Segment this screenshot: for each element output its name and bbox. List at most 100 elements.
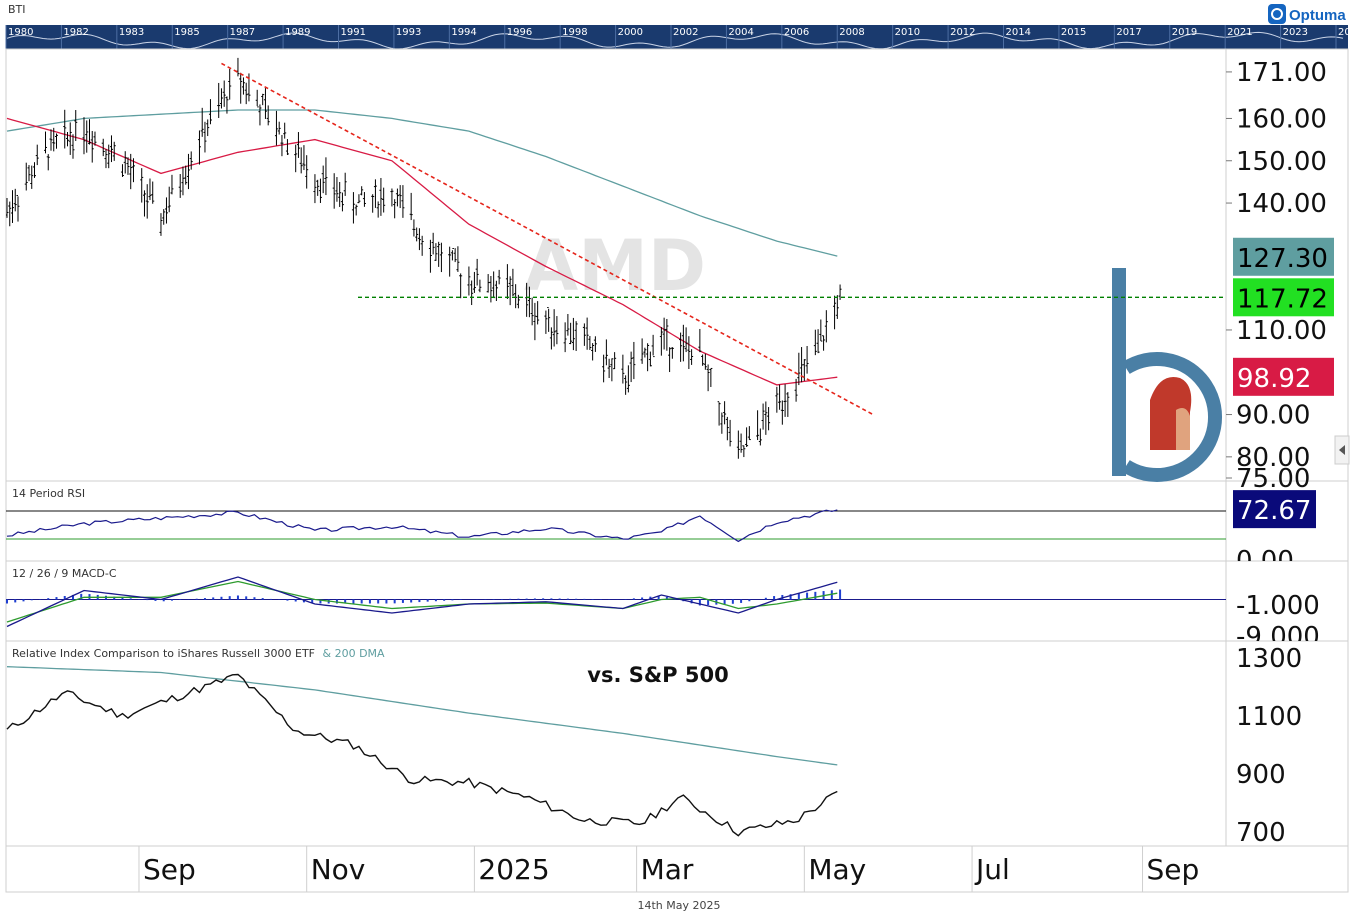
macd-histogram-bar [748, 599, 751, 602]
overview-year-label: 2006 [784, 27, 809, 38]
relative-panel [6, 666, 838, 837]
macd-histogram-bar [179, 599, 182, 600]
overview-year-label: 2012 [950, 27, 975, 38]
rsi-label-box [1233, 490, 1316, 529]
macd-histogram-bar [121, 597, 124, 600]
footer-date: 14th May 2025 [637, 899, 720, 912]
macd-histogram-bar [63, 596, 66, 600]
overview-strip-background [6, 25, 1348, 49]
macd-histogram-bar [410, 599, 413, 603]
macd-histogram-bar [418, 599, 421, 603]
macd-histogram-bar [566, 598, 569, 600]
x-axis-frame [5, 845, 1349, 893]
relative-tick-label: 900 [1236, 760, 1286, 790]
macd-histogram-bar [261, 598, 264, 600]
relative-tick-label: 1100 [1236, 702, 1302, 732]
macd-histogram-bar [352, 599, 355, 604]
scroll-handle[interactable] [1334, 435, 1350, 465]
price-label-value: 98.92 [1237, 364, 1311, 394]
macd-histogram-bar [632, 598, 635, 600]
overview-year-label: 2004 [728, 27, 753, 38]
x-tick-label: May [808, 853, 866, 886]
overview-year-label: 1993 [396, 27, 421, 38]
overview-year-label: 1982 [63, 27, 88, 38]
macd-histogram-bar [113, 596, 116, 600]
macd-histogram-bar [294, 599, 297, 602]
x-tick-label: Mar [641, 853, 694, 886]
x-axis: Sep Nov 2025 Mar May Jul Sep [138, 846, 1200, 892]
overview-year-label: 202 [1338, 27, 1355, 38]
macd-histogram-bar [657, 595, 660, 600]
x-tick-label: Sep [1147, 853, 1200, 886]
macd-histogram-bar [146, 599, 149, 601]
overview-strip-line [6, 31, 1344, 50]
macd-histogram-bar [583, 598, 586, 600]
macd-histogram-bar [665, 596, 668, 600]
x-tick-label: Sep [143, 853, 196, 886]
macd-histogram-bar [80, 593, 83, 600]
logo-stem [1112, 268, 1126, 476]
macd-tick-label: -1.000 [1236, 591, 1320, 621]
macd-histogram-bar [302, 599, 305, 603]
macd-histogram-bar [220, 596, 223, 600]
macd-histogram-bar [509, 598, 512, 600]
relative-ma-line [6, 666, 838, 766]
macd-histogram-bar [550, 598, 553, 600]
macd-histogram-bar [764, 597, 767, 600]
relative-title-main: Relative Index Comparison to iShares Rus… [12, 647, 315, 660]
macd-histogram-bar [731, 599, 734, 604]
ma50-line [6, 117, 838, 386]
macd-histogram-bar [170, 599, 173, 601]
macd-histogram-bar [443, 599, 446, 601]
downtrend-line [221, 62, 874, 416]
macd-histogram-bar [707, 599, 710, 606]
overview-year-label: 2019 [1172, 27, 1197, 38]
macd-histogram-bar [30, 599, 33, 601]
macd-histogram-bar [542, 598, 545, 600]
rsi-tick-label: 0.00 [1236, 546, 1294, 576]
panel-frames [5, 48, 1349, 893]
rsi-label-value: 72.67 [1237, 496, 1311, 526]
macd-histogram-bar [55, 597, 58, 600]
macd-histogram-bar [6, 599, 8, 604]
relative-tick-label: 700 [1236, 818, 1286, 848]
rsi-y-axis: 0.00 72.67 [1233, 490, 1316, 576]
macd-histogram-bar [451, 599, 454, 601]
macd-histogram-bar [269, 598, 272, 600]
overview-year-label: 2002 [673, 27, 698, 38]
macd-histogram-bar [740, 599, 743, 603]
macd-histogram-bar [212, 597, 215, 600]
macd-histogram-bar [525, 598, 528, 600]
logo-bowl-icon [1122, 352, 1223, 482]
rsi-line [6, 509, 838, 543]
price-label-box [1233, 357, 1334, 396]
ma200-line [6, 109, 838, 257]
macd-histogram-bar [245, 596, 248, 600]
macd-panel-frame [5, 560, 1349, 642]
macd-histogram-bar [558, 598, 561, 600]
optuma-logo: Optuma [1268, 4, 1346, 24]
overview-year-label: 2015 [1061, 27, 1086, 38]
chevron-left-icon[interactable] [1339, 445, 1345, 455]
macd-histogram-bar [344, 599, 347, 604]
relative-annotation: vs. S&P 500 [587, 663, 728, 687]
overview-year-label: 2010 [895, 27, 920, 38]
price-y-axis: 171.00 160.00 150.00 140.00 110.00 90.00 80.00… [1226, 58, 1327, 494]
macd-histogram-bar [698, 599, 701, 606]
overview-strip: 1980 1982 1983 1985 1987 1989 1991 1993 1994 1996… [5, 25, 1355, 50]
symbol-label: BTI [8, 3, 26, 16]
rsi-panel-frame [5, 480, 1349, 562]
macd-histogram-bar [195, 598, 198, 600]
rsi-panel [6, 509, 1226, 543]
macd-panel [6, 576, 1226, 628]
price-tick-label: 160.00 [1236, 104, 1327, 134]
overview-year-label: 2017 [1116, 27, 1141, 38]
macd-histogram-bar [368, 599, 371, 604]
overview-year-label: 1994 [451, 27, 476, 38]
macd-histogram-bar [377, 599, 380, 604]
brand-watermark-logo [1112, 268, 1223, 482]
macd-line [6, 576, 838, 628]
macd-histogram-bar [228, 596, 231, 600]
overview-year-label: 1991 [341, 27, 366, 38]
